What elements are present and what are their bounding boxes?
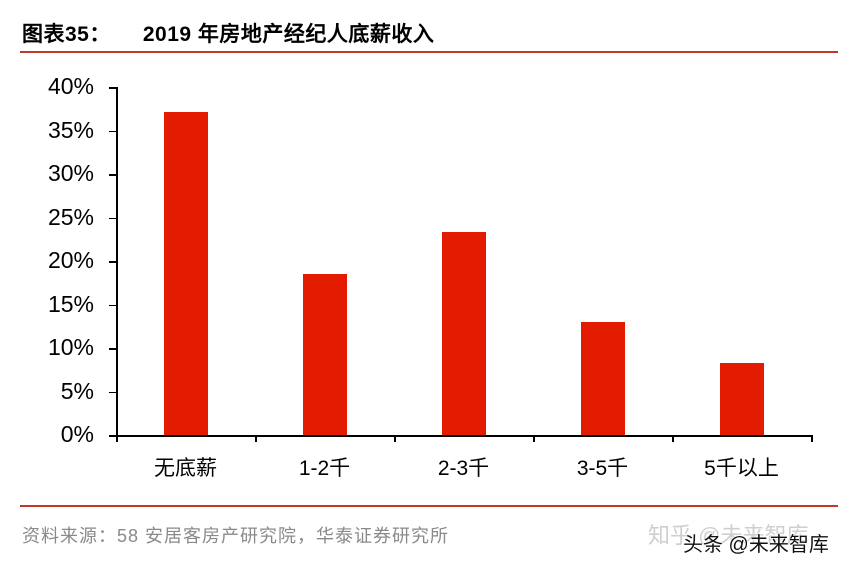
bar-0: [164, 112, 208, 435]
y-tick-mark: [109, 217, 117, 219]
y-tick-label: 25%: [47, 203, 94, 230]
y-tick-mark: [109, 435, 117, 437]
y-tick-label: 15%: [47, 290, 94, 317]
y-tick-label: 10%: [47, 334, 94, 360]
y-tick-mark: [109, 391, 117, 393]
bar-3: [581, 321, 625, 435]
figure-label: 图表35：: [22, 23, 111, 46]
y-tick-label: 20%: [47, 247, 94, 273]
x-tick-mark: [394, 435, 396, 442]
bar-2: [442, 232, 486, 435]
header-divider: [20, 51, 838, 53]
x-tick-label: 3-5千: [576, 457, 629, 480]
watermark-toutiao: 头条 @未来智库: [683, 534, 829, 556]
source-note: 资料来源：58 安居客房产研究院，华泰证券研究所: [22, 526, 450, 546]
x-tick-label: 无底薪: [154, 457, 217, 480]
watermark-zhihu: 知乎 @未来智库: [648, 523, 809, 548]
x-tick-mark: [255, 435, 257, 442]
x-tick-mark: [811, 435, 813, 442]
y-tick-mark: [109, 87, 117, 89]
x-axis: [116, 435, 812, 437]
x-tick-mark: [672, 435, 674, 442]
x-tick-label: 2-3千: [437, 457, 490, 480]
y-tick-mark: [109, 348, 117, 350]
y-tick-mark: [109, 130, 117, 132]
x-tick-mark: [116, 435, 118, 442]
bar-4: [720, 362, 764, 435]
y-tick-label: 30%: [47, 160, 94, 186]
y-tick-mark: [109, 261, 117, 263]
x-tick-label: 5千以上: [704, 457, 779, 480]
x-tick-label: 1-2千: [298, 457, 351, 480]
chart-title: 图表35： 2019 年房地产经纪人底薪收入: [22, 18, 434, 48]
y-tick-label: 40%: [47, 73, 94, 99]
y-tick-mark: [109, 174, 117, 176]
y-tick-label: 5%: [60, 377, 94, 404]
footer-divider: [20, 505, 838, 507]
figure-title: 2019 年房地产经纪人底薪收入: [142, 23, 435, 46]
bar-1: [303, 274, 347, 435]
x-tick-mark: [533, 435, 535, 442]
y-tick-label: 35%: [47, 116, 94, 143]
y-tick-mark: [109, 304, 117, 306]
y-tick-label: 0%: [60, 421, 94, 447]
